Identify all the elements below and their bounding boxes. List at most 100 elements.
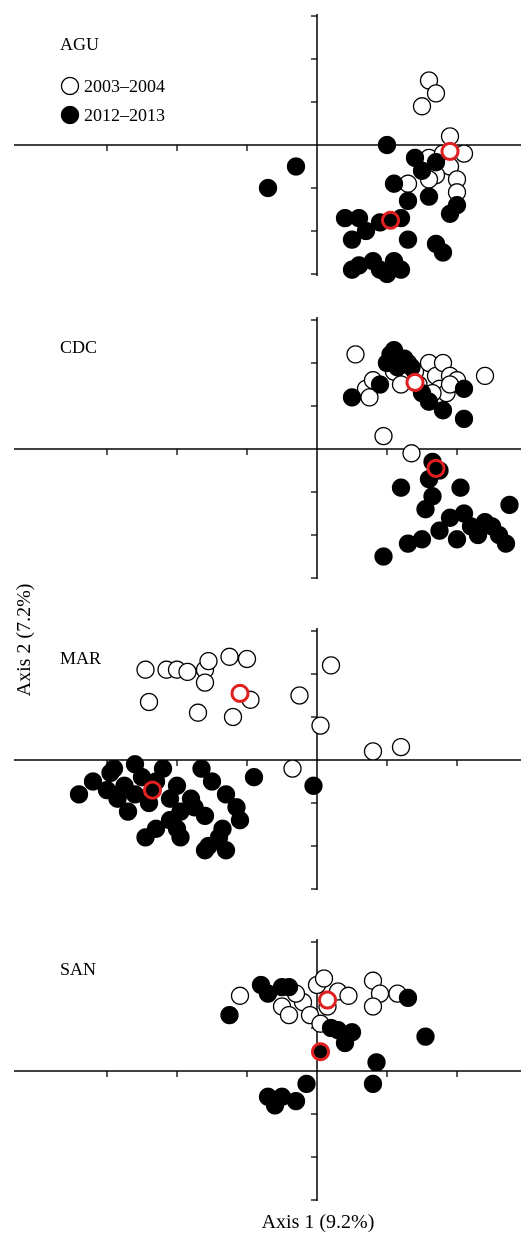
point-2012-2013 xyxy=(342,230,362,249)
point-2003-2004 xyxy=(374,426,393,446)
point-2012-2013 xyxy=(104,759,124,778)
point-2003-2004 xyxy=(321,656,341,675)
point-2012-2013 xyxy=(195,841,215,860)
point-2003-2004 xyxy=(311,716,330,735)
point-2012-2013 xyxy=(454,409,474,429)
centroid-2003-2004 xyxy=(405,372,425,392)
point-2003-2004 xyxy=(139,692,159,712)
point-2012-2013 xyxy=(370,375,390,394)
point-2012-2013 xyxy=(363,1074,383,1094)
panels-layer: AGU 2003–2004 2012–2013 CDC MAR SAN xyxy=(14,14,521,1201)
point-2012-2013 xyxy=(202,772,222,791)
point-2003-2004 xyxy=(188,703,208,722)
point-2003-2004 xyxy=(279,1005,299,1025)
centroid-2012-2013 xyxy=(381,210,400,230)
legend-label: 2003–2004 xyxy=(84,76,165,96)
point-2003-2004 xyxy=(363,742,383,761)
point-2003-2004 xyxy=(412,97,432,116)
point-2012-2013 xyxy=(500,495,519,515)
point-2012-2013 xyxy=(220,1005,239,1025)
x-axis-title: Axis 1 (9.2%) xyxy=(262,1211,375,1233)
point-2012-2013 xyxy=(146,819,166,838)
point-2003-2004 xyxy=(223,707,243,727)
point-2012-2013 xyxy=(391,478,411,497)
point-2012-2013 xyxy=(195,806,215,826)
point-2012-2013 xyxy=(454,379,474,398)
point-2003-2004 xyxy=(136,660,155,679)
point-2012-2013 xyxy=(433,243,453,262)
centroid-2012-2013 xyxy=(311,1042,330,1062)
point-2003-2004 xyxy=(339,986,358,1005)
point-2012-2013 xyxy=(416,500,435,519)
point-2012-2013 xyxy=(384,174,404,193)
point-2003-2004 xyxy=(199,651,218,671)
point-2003-2004 xyxy=(475,366,495,386)
point-2012-2013 xyxy=(125,755,145,774)
point-2012-2013 xyxy=(279,977,299,997)
centroid-2003-2004 xyxy=(318,990,337,1010)
point-2003-2004 xyxy=(402,444,421,463)
point-2012-2013 xyxy=(216,785,236,804)
centroid-2012-2013 xyxy=(143,780,162,800)
point-2012-2013 xyxy=(230,811,250,830)
point-2012-2013 xyxy=(304,776,323,795)
point-2012-2013 xyxy=(416,1027,435,1046)
point-2012-2013 xyxy=(426,153,446,172)
point-2012-2013 xyxy=(419,392,439,411)
centroid-2003-2004 xyxy=(230,683,250,703)
point-2012-2013 xyxy=(419,187,439,206)
point-2012-2013 xyxy=(118,802,138,821)
point-2012-2013 xyxy=(377,135,397,155)
point-2012-2013 xyxy=(367,1053,386,1072)
legend-label: 2012–2013 xyxy=(84,105,165,125)
point-2012-2013 xyxy=(440,204,460,223)
point-2012-2013 xyxy=(286,1091,306,1111)
point-2003-2004 xyxy=(391,737,411,757)
legend-open-circle-icon xyxy=(60,76,80,96)
point-2012-2013 xyxy=(412,161,432,180)
point-2012-2013 xyxy=(160,789,180,808)
point-2012-2013 xyxy=(69,785,89,804)
point-2012-2013 xyxy=(398,230,418,249)
point-2003-2004 xyxy=(220,647,239,666)
point-2012-2013 xyxy=(374,547,393,566)
panel-san: SAN xyxy=(14,939,521,1201)
point-2012-2013 xyxy=(430,521,449,540)
panel-label: SAN xyxy=(60,959,96,979)
point-2012-2013 xyxy=(342,260,362,279)
panel-label: AGU xyxy=(60,34,99,54)
point-2012-2013 xyxy=(244,768,264,787)
point-2012-2013 xyxy=(286,157,306,176)
panel-mar: MAR xyxy=(14,628,521,890)
point-2012-2013 xyxy=(335,1033,355,1053)
point-2012-2013 xyxy=(356,221,376,241)
point-2012-2013 xyxy=(192,759,211,778)
point-2012-2013 xyxy=(297,1074,316,1094)
point-2012-2013 xyxy=(451,478,470,497)
centroid-2012-2013 xyxy=(426,458,446,478)
point-2012-2013 xyxy=(398,988,418,1008)
point-2003-2004 xyxy=(230,986,250,1005)
point-2012-2013 xyxy=(216,841,236,860)
point-2003-2004 xyxy=(363,997,383,1016)
point-2012-2013 xyxy=(398,191,418,211)
point-2012-2013 xyxy=(171,828,190,847)
legend-filled-circle-icon xyxy=(60,105,80,125)
point-2003-2004 xyxy=(426,84,446,103)
centroid-2003-2004 xyxy=(440,141,460,161)
point-2003-2004 xyxy=(283,759,302,778)
point-2012-2013 xyxy=(433,401,453,420)
point-2012-2013 xyxy=(83,772,103,791)
point-2012-2013 xyxy=(125,785,145,804)
point-2003-2004 xyxy=(195,673,215,692)
point-2003-2004 xyxy=(178,662,197,682)
panel-label: CDC xyxy=(60,337,97,357)
y-axis-title: Axis 2 (7.2%) xyxy=(13,584,35,697)
panel-cdc: CDC xyxy=(14,317,521,579)
point-2012-2013 xyxy=(342,388,362,407)
point-2012-2013 xyxy=(97,780,117,800)
point-2012-2013 xyxy=(447,530,467,549)
point-2003-2004 xyxy=(346,345,365,364)
point-2012-2013 xyxy=(468,525,488,545)
